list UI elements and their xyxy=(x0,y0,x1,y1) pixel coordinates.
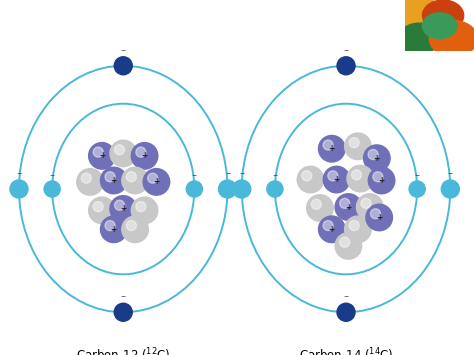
Circle shape xyxy=(368,149,378,159)
Circle shape xyxy=(122,167,148,194)
Circle shape xyxy=(77,169,103,195)
Circle shape xyxy=(93,202,103,212)
Circle shape xyxy=(105,172,115,182)
Circle shape xyxy=(115,145,125,155)
Circle shape xyxy=(356,194,383,220)
Circle shape xyxy=(349,220,359,231)
Circle shape xyxy=(422,0,464,31)
Text: +: + xyxy=(374,154,380,163)
Circle shape xyxy=(409,181,425,197)
Text: +: + xyxy=(153,178,160,186)
Text: −: − xyxy=(225,170,230,175)
Circle shape xyxy=(368,167,395,194)
Circle shape xyxy=(335,233,362,259)
Circle shape xyxy=(373,172,383,182)
Circle shape xyxy=(337,57,355,75)
Text: −: − xyxy=(343,294,349,299)
Circle shape xyxy=(319,216,345,242)
Circle shape xyxy=(371,209,381,219)
Circle shape xyxy=(89,143,115,169)
Circle shape xyxy=(337,303,355,321)
Text: +: + xyxy=(328,225,335,234)
Text: +: + xyxy=(141,151,148,160)
Circle shape xyxy=(352,170,362,180)
Circle shape xyxy=(127,172,137,182)
Circle shape xyxy=(361,198,371,208)
Circle shape xyxy=(114,303,132,321)
Text: Carbon-12 ($^{12}_{6}$C): Carbon-12 ($^{12}_{6}$C) xyxy=(76,347,171,355)
Circle shape xyxy=(340,198,350,208)
Circle shape xyxy=(93,147,103,157)
Text: −: − xyxy=(49,172,55,177)
Circle shape xyxy=(186,181,202,197)
Text: −: − xyxy=(447,170,453,175)
Circle shape xyxy=(335,194,362,220)
Circle shape xyxy=(115,200,125,210)
Circle shape xyxy=(392,0,439,31)
Text: Isotopes of Carbon: Isotopes of Carbon xyxy=(12,17,220,36)
Circle shape xyxy=(136,147,146,157)
Circle shape xyxy=(429,21,474,57)
Text: −: − xyxy=(16,170,22,175)
Circle shape xyxy=(267,181,283,197)
Circle shape xyxy=(131,143,158,169)
Circle shape xyxy=(114,57,132,75)
Text: +: + xyxy=(328,144,335,153)
Circle shape xyxy=(422,13,457,39)
Circle shape xyxy=(323,140,333,150)
Circle shape xyxy=(349,138,359,148)
Circle shape xyxy=(131,197,158,224)
Circle shape xyxy=(302,171,312,181)
Text: Carbon-14 ($^{14}_{6}$C): Carbon-14 ($^{14}_{6}$C) xyxy=(299,347,393,355)
Text: +: + xyxy=(110,176,117,185)
Circle shape xyxy=(122,216,148,242)
Text: −: − xyxy=(120,47,126,52)
Circle shape xyxy=(233,180,251,198)
Circle shape xyxy=(441,180,459,198)
Circle shape xyxy=(323,166,350,193)
Circle shape xyxy=(148,173,158,183)
Text: +: + xyxy=(345,203,352,212)
Circle shape xyxy=(323,220,333,231)
Circle shape xyxy=(219,180,237,198)
Circle shape xyxy=(44,181,60,197)
Text: −: − xyxy=(343,47,349,52)
Circle shape xyxy=(345,216,371,242)
Text: −: − xyxy=(191,172,197,177)
Text: +: + xyxy=(99,151,105,160)
Circle shape xyxy=(89,197,115,224)
Circle shape xyxy=(100,216,127,242)
Circle shape xyxy=(340,237,350,247)
Text: +: + xyxy=(120,204,127,213)
Circle shape xyxy=(398,23,439,54)
Circle shape xyxy=(366,204,392,231)
Circle shape xyxy=(10,180,28,198)
Text: +: + xyxy=(376,213,383,222)
Circle shape xyxy=(311,199,321,209)
Circle shape xyxy=(319,136,345,162)
Text: −: − xyxy=(414,172,420,177)
Circle shape xyxy=(110,196,137,222)
Text: −: − xyxy=(239,170,245,175)
Circle shape xyxy=(136,202,146,212)
Circle shape xyxy=(364,145,390,171)
Circle shape xyxy=(100,167,127,194)
Text: +: + xyxy=(378,176,385,185)
Circle shape xyxy=(328,171,338,181)
Circle shape xyxy=(307,195,333,221)
Circle shape xyxy=(143,169,170,195)
Circle shape xyxy=(345,133,371,160)
Circle shape xyxy=(347,165,374,192)
Circle shape xyxy=(297,166,324,193)
Circle shape xyxy=(110,140,137,167)
Text: +: + xyxy=(110,225,117,234)
Text: −: − xyxy=(272,172,278,177)
Text: −: − xyxy=(120,294,126,299)
Circle shape xyxy=(105,220,115,231)
Circle shape xyxy=(82,173,91,183)
Circle shape xyxy=(127,220,137,231)
Text: +: + xyxy=(333,175,340,184)
